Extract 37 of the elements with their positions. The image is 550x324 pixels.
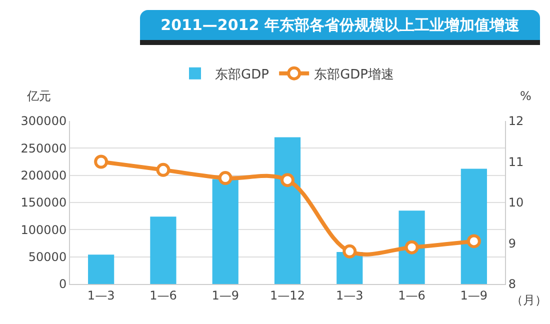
x-tick-label: 1—6 <box>150 288 177 302</box>
y2-tick-label: 12 <box>508 114 524 128</box>
y-tick-label: 200000 <box>20 168 67 183</box>
y-tick-label: 50000 <box>28 250 67 264</box>
y2-tick-label: 9 <box>508 236 516 250</box>
legend-label: 东部GDP增速 <box>314 67 394 82</box>
x-tick-label: 1—12 <box>270 288 305 302</box>
bar <box>274 137 301 284</box>
bar <box>460 168 487 284</box>
y-tick-label: 100000 <box>20 222 67 237</box>
x-tick-label: 1—9 <box>212 288 239 302</box>
point <box>218 171 232 186</box>
x-tick-label: 1—9 <box>460 288 488 302</box>
y-tick-label: 150000 <box>20 196 67 210</box>
y-tick-label: 300000 <box>20 114 67 128</box>
x-tick-label: 1—3 <box>336 288 364 302</box>
point <box>404 240 419 254</box>
y2-tick-label: 10 <box>508 196 524 210</box>
y2-tick-label: 8 <box>508 277 516 292</box>
x-tick-label: 1—3 <box>87 288 115 302</box>
y2-tick-label: 11 <box>508 154 524 169</box>
bar <box>212 179 238 284</box>
y-tick-label: 0 <box>58 277 67 292</box>
y2-axis-title: % <box>520 89 532 103</box>
y-tick-label: 250000 <box>20 141 67 156</box>
point <box>342 244 357 258</box>
point <box>94 154 108 169</box>
x-tick-label: 1—6 <box>398 288 426 302</box>
point <box>466 234 481 248</box>
bar <box>88 254 114 284</box>
point <box>156 162 170 177</box>
bar <box>150 216 176 284</box>
point <box>280 173 294 188</box>
chart-title: 2011—2012 年东部各省份规模以上工业增加值增速 <box>140 10 540 45</box>
legend-label: 东部GDP <box>215 67 270 82</box>
y-axis-title: 亿元 <box>26 89 51 103</box>
x-axis-title: （月） <box>511 293 547 307</box>
